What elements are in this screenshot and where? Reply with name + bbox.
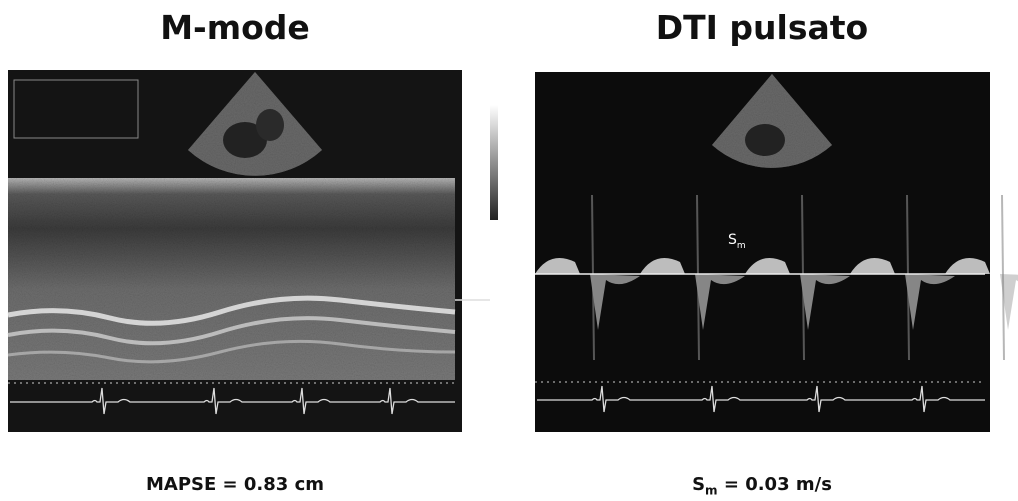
- label-subscript: m: [737, 241, 746, 251]
- caption-text: = 0.03 m/s: [724, 474, 832, 495]
- caption-subscript: m: [705, 484, 718, 498]
- panel-caption: Sm = 0.03 m/s: [532, 474, 992, 498]
- panel-caption: MAPSE = 0.83 cm: [5, 474, 465, 495]
- page: {"panels": [ {"title": "M-mode", "captio…: [0, 0, 1018, 501]
- caption-symbol: S: [692, 474, 705, 495]
- label-symbol: S: [728, 232, 737, 248]
- gray-scale-bar: [490, 105, 498, 220]
- figure: Sm: [0, 0, 1018, 470]
- echo-chamber: [256, 109, 284, 141]
- echo-chamber: [745, 124, 785, 156]
- doppler-spike: [1002, 195, 1004, 360]
